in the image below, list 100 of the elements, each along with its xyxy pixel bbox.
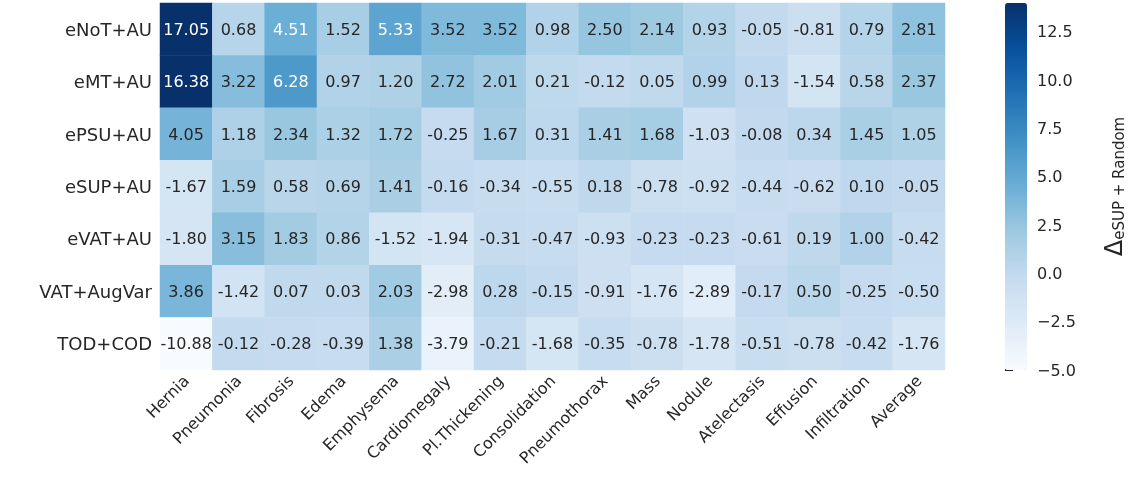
data-label: -0.35 (584, 334, 626, 354)
data-label: -0.44 (741, 177, 783, 196)
data-label: 0.86 (325, 229, 361, 249)
data-label: -0.25 (427, 124, 469, 144)
data-label: 4.05 (168, 124, 204, 144)
data-label: 2.01 (482, 72, 518, 92)
y-tick-label: eSUP+AU (64, 176, 152, 197)
data-label: -0.62 (793, 177, 835, 196)
data-label: 1.59 (220, 177, 257, 196)
data-label: -0.12 (584, 72, 626, 92)
data-label: -0.15 (531, 281, 574, 301)
data-label: 2.81 (901, 19, 937, 39)
data-label: 1.52 (325, 19, 361, 39)
data-label: 6.28 (273, 72, 309, 92)
data-label: 1.18 (220, 124, 257, 144)
data-label: 0.68 (220, 19, 257, 39)
data-label: -1.54 (793, 72, 835, 92)
data-label: -0.25 (845, 281, 888, 301)
data-label: -0.05 (898, 177, 940, 196)
y-tick-label: eNoT+AU (64, 18, 152, 40)
data-label: -1.52 (374, 229, 417, 249)
data-label: -0.93 (584, 229, 626, 249)
data-label: -0.12 (217, 334, 260, 354)
color-bar-label: 12.5 (1037, 22, 1073, 42)
y-tick-label: ePSU+AU (64, 123, 152, 145)
data-label: -0.78 (636, 334, 678, 354)
data-label: 16.38 (163, 72, 210, 92)
y-tick-label: eMT+AU (73, 71, 152, 93)
data-label: 1.20 (377, 72, 414, 92)
data-label: 1.38 (377, 334, 414, 354)
data-label: 2.03 (377, 281, 414, 301)
data-label: -2.89 (688, 281, 731, 301)
data-label: 2.72 (430, 72, 466, 92)
data-label: -0.16 (427, 177, 469, 196)
data-label: -1.80 (165, 229, 207, 249)
data-label: 0.50 (796, 281, 832, 301)
data-label: -0.50 (898, 281, 940, 301)
data-label: 1.41 (587, 124, 623, 144)
data-label: -0.81 (793, 19, 835, 39)
data-label: -0.92 (688, 177, 731, 196)
data-label: 0.99 (691, 72, 728, 92)
data-label: -0.78 (636, 177, 678, 196)
data-label: 1.45 (848, 124, 885, 144)
data-label: 1.41 (377, 177, 414, 196)
data-label: -2.98 (427, 281, 469, 301)
data-label: -1.76 (898, 334, 940, 354)
color-bar-label: 10.0 (1037, 70, 1073, 90)
data-label: -1.03 (688, 124, 731, 144)
data-label: 17.05 (163, 19, 210, 39)
color-bar-label: 2.5 (1037, 215, 1063, 235)
y-tick-label: TOD+COD (56, 333, 152, 355)
data-label: 0.21 (534, 72, 571, 92)
data-label: 2.37 (901, 72, 937, 92)
color-bar-label: −5.0 (1037, 360, 1076, 380)
data-label: 1.83 (273, 229, 309, 249)
data-label: 0.19 (796, 229, 832, 249)
data-label: -0.42 (898, 229, 940, 249)
data-label: 0.10 (848, 177, 885, 196)
data-label: 1.32 (325, 124, 361, 144)
data-label: -1.68 (531, 334, 574, 354)
data-label: 1.00 (848, 229, 885, 249)
data-label: 0.13 (744, 72, 780, 92)
data-label: 0.69 (325, 177, 361, 196)
data-label: -0.23 (688, 229, 731, 249)
data-label: 1.68 (639, 124, 675, 144)
data-label: 2.14 (639, 19, 675, 39)
data-label: 0.97 (325, 72, 361, 92)
data-label: -1.94 (427, 229, 469, 249)
data-label: -0.55 (531, 177, 574, 196)
y-tick-label: eVAT+AU (67, 228, 152, 250)
data-label: 3.52 (482, 19, 518, 39)
data-label: -0.34 (479, 177, 521, 196)
data-label: -3.79 (427, 334, 469, 354)
data-label: -0.23 (636, 229, 678, 249)
data-label: 1.67 (482, 124, 518, 144)
data-label: 0.05 (639, 72, 675, 92)
data-label: 0.58 (848, 72, 885, 92)
data-label: -0.08 (741, 124, 783, 144)
data-label: 0.79 (848, 19, 885, 39)
data-label: 0.07 (273, 281, 309, 301)
data-label: 0.58 (273, 177, 309, 196)
data-label: -0.28 (270, 334, 312, 354)
data-label: 0.98 (534, 19, 571, 39)
data-label: 3.15 (220, 229, 257, 249)
data-label: -1.78 (688, 334, 731, 354)
data-label: 0.34 (796, 124, 832, 144)
data-label: -0.17 (741, 281, 783, 301)
data-label: -0.51 (741, 334, 783, 354)
color-bar-label: 7.5 (1037, 119, 1063, 139)
data-label: -0.42 (845, 334, 888, 354)
y-tick-label: VAT+AugVar (39, 280, 153, 302)
data-label: 2.50 (587, 19, 623, 39)
data-label: 3.86 (168, 281, 204, 301)
data-label: 2.34 (273, 124, 309, 144)
data-label: 1.05 (901, 124, 937, 144)
color-bar-label: −2.5 (1037, 312, 1076, 332)
color-bar-title: ΔeSUP + Random (1100, 116, 1128, 257)
data-label: -0.61 (741, 229, 783, 249)
data-label: -0.91 (584, 281, 626, 301)
data-label: -0.47 (531, 229, 574, 249)
